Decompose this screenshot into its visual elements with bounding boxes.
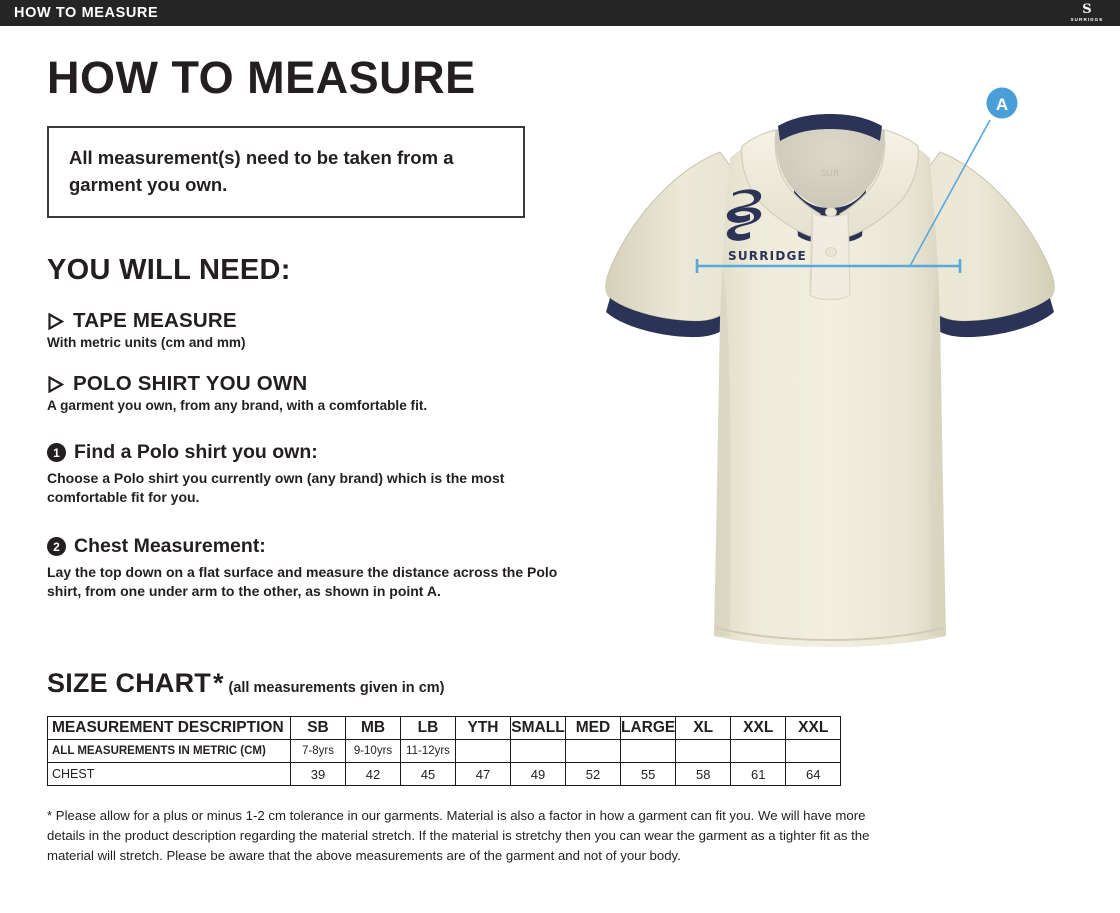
right-sleeve bbox=[911, 151, 1055, 322]
size-chart-title: SIZE CHART bbox=[47, 668, 211, 698]
left-cuff-trim bbox=[606, 298, 737, 338]
column-header-xxl-1: XXL bbox=[730, 716, 787, 740]
cell-chest-med: 52 bbox=[565, 762, 621, 786]
page-title: HOW TO MEASURE bbox=[47, 52, 476, 103]
size-chart-footnote: * Please allow for a plus or minus 1-2 c… bbox=[47, 808, 870, 863]
need-label: TAPE MEASURE bbox=[73, 309, 237, 332]
need-subtext: A garment you own, from any brand, with … bbox=[47, 398, 428, 413]
table-row: CHEST 39 42 45 47 49 52 55 58 61 64 bbox=[47, 762, 842, 786]
column-header-med: MED bbox=[565, 716, 621, 740]
cell-chest-xxl-2: 64 bbox=[785, 762, 842, 786]
cell-age-xxl-2 bbox=[785, 739, 842, 763]
table-header-row: MEASUREMENT DESCRIPTION SB MB LB YTH SMA… bbox=[47, 716, 842, 740]
cell-chest-sb: 39 bbox=[290, 762, 346, 786]
cell-chest-mb: 42 bbox=[345, 762, 401, 786]
need-item-polo-shirt: POLO SHIRT YOU OWN A garment you own, fr… bbox=[47, 372, 587, 413]
cell-chest-lb: 45 bbox=[400, 762, 456, 786]
step-title: Find a Polo shirt you own: bbox=[74, 441, 318, 463]
table-row: ALL MEASUREMENTS IN METRIC (CM) 7-8yrs 9… bbox=[47, 739, 842, 763]
surridge-logo-mark: S bbox=[1082, 1, 1092, 17]
need-label: POLO SHIRT YOU OWN bbox=[73, 372, 308, 395]
step-title: Chest Measurement: bbox=[74, 535, 266, 557]
polo-shirt-graphic: SUR SURRIDGE A bbox=[605, 87, 1055, 647]
size-chart-heading: SIZE CHART * (all measurements given in … bbox=[47, 668, 1077, 699]
note-box: All measurement(s) need to be taken from… bbox=[47, 126, 525, 218]
size-chart-subtitle: (all measurements given in cm) bbox=[228, 680, 445, 696]
callout-leader-line bbox=[909, 119, 991, 267]
collar-left bbox=[741, 129, 821, 237]
top-bar-title: HOW TO MEASURE bbox=[14, 5, 159, 21]
step-2: 2 Chest Measurement: Lay the top down on… bbox=[47, 535, 587, 601]
column-header-sb: SB bbox=[290, 716, 346, 740]
size-chart-asterisk: * bbox=[213, 668, 224, 698]
collar-inner-navy-band bbox=[778, 114, 882, 141]
cell-age-large bbox=[619, 739, 677, 763]
step-body: Choose a Polo shirt you currently own (a… bbox=[47, 470, 505, 505]
step-body: Lay the top down on a flat surface and m… bbox=[47, 564, 558, 599]
step-number-badge: 2 bbox=[47, 537, 66, 556]
cell-age-sb: 7-8yrs bbox=[290, 739, 346, 763]
chest-measurement-line bbox=[695, 259, 962, 273]
triangle-bullet-icon bbox=[48, 375, 64, 393]
step-number-badge: 1 bbox=[47, 443, 66, 462]
chest-logo-wordmark: SURRIDGE bbox=[728, 249, 807, 263]
column-header-large: LARGE bbox=[619, 716, 677, 740]
surridge-logo: S SURRIDGE bbox=[1064, 1, 1110, 25]
callout-badge-a: A bbox=[986, 87, 1018, 119]
need-subtext: With metric units (cm and mm) bbox=[47, 335, 246, 350]
body-shadow-right bbox=[929, 270, 946, 636]
size-chart-table: MEASUREMENT DESCRIPTION SB MB LB YTH SMA… bbox=[47, 716, 842, 786]
column-header-yth: YTH bbox=[455, 716, 511, 740]
chest-logo-mark bbox=[726, 189, 762, 241]
collar-right bbox=[839, 129, 919, 237]
shirt-body bbox=[714, 124, 946, 647]
placket-edge-line bbox=[810, 217, 814, 293]
step-1: 1 Find a Polo shirt you own: Choose a Po… bbox=[47, 441, 587, 507]
cell-age-lb: 11-12yrs bbox=[400, 739, 456, 763]
polo-shirt-illustration: SUR SURRIDGE A bbox=[580, 40, 1080, 660]
neck-opening bbox=[775, 118, 885, 208]
cell-chest-large: 55 bbox=[619, 762, 677, 786]
column-header-mb: MB bbox=[345, 716, 401, 740]
cell-age-xl bbox=[675, 739, 732, 763]
column-header-xl: XL bbox=[675, 716, 732, 740]
column-header-lb: LB bbox=[400, 716, 456, 740]
cell-age-small bbox=[510, 739, 566, 763]
cell-chest-yth: 47 bbox=[455, 762, 511, 786]
size-chart-section: SIZE CHART * (all measurements given in … bbox=[47, 668, 1077, 879]
column-header-xxl-2: XXL bbox=[785, 716, 842, 740]
need-item-tape-measure: TAPE MEASURE With metric units (cm and m… bbox=[47, 309, 587, 350]
you-will-need-heading: YOU WILL NEED: bbox=[47, 254, 291, 286]
inner-neck-label: SUR bbox=[821, 169, 840, 179]
column-header-small: SMALL bbox=[510, 716, 566, 740]
body-shadow-left bbox=[714, 270, 731, 636]
cell-age-yth bbox=[455, 739, 511, 763]
note-text: All measurement(s) need to be taken from… bbox=[69, 147, 454, 195]
top-bar: HOW TO MEASURE S SURRIDGE bbox=[0, 0, 1120, 26]
chest-logo: SURRIDGE bbox=[726, 189, 807, 263]
instructions-column: HOW TO MEASURE All measurement(s) need t… bbox=[47, 52, 587, 601]
cell-chest-xxl-1: 61 bbox=[730, 762, 787, 786]
cell-age-xxl-1 bbox=[730, 739, 787, 763]
left-sleeve bbox=[605, 151, 749, 322]
button-upper bbox=[825, 207, 837, 217]
cell-chest-small: 49 bbox=[510, 762, 566, 786]
right-cuff-trim bbox=[923, 298, 1054, 338]
column-header-description: MEASUREMENT DESCRIPTION bbox=[47, 716, 291, 740]
cell-age-med bbox=[565, 739, 621, 763]
cell-age-mb: 9-10yrs bbox=[345, 739, 401, 763]
row-label-chest: CHEST bbox=[47, 762, 291, 786]
row-label-metric: ALL MEASUREMENTS IN METRIC (CM) bbox=[47, 739, 291, 763]
button-lower bbox=[825, 247, 837, 257]
triangle-bullet-icon bbox=[48, 312, 64, 330]
bottom-hem bbox=[715, 627, 945, 642]
callout-badge-letter: A bbox=[996, 95, 1008, 114]
cell-chest-xl: 58 bbox=[675, 762, 732, 786]
surridge-logo-wordmark: SURRIDGE bbox=[1070, 16, 1104, 22]
